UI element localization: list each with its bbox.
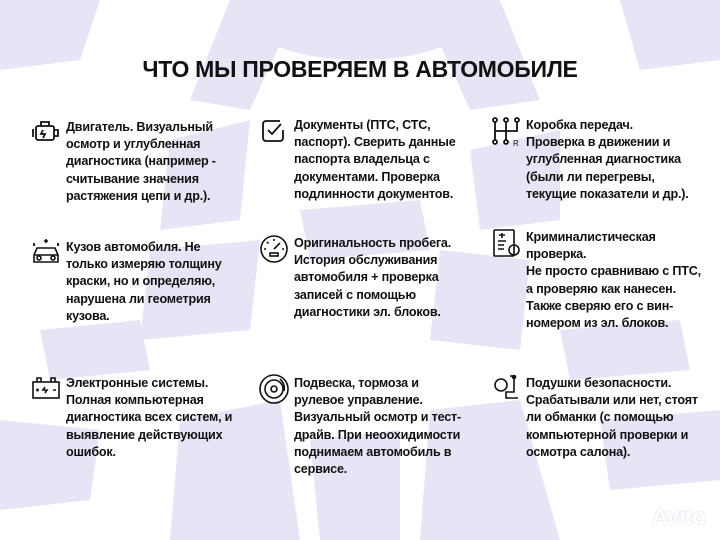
gearbox-icon: R	[492, 117, 520, 147]
item-text: Сверить данные паспорта владельца с доку…	[294, 135, 456, 201]
check-item-gearbox: R Коробка передач. Проверка в движении и…	[490, 117, 689, 203]
item-text: Полная компьютерная диагностика всех сис…	[66, 393, 233, 459]
check-item-mileage: Оригинальность пробега. История обслужив…	[258, 235, 451, 321]
item-title: Документы (ПТС, СТС, паспорт).	[294, 118, 431, 150]
speedometer-icon	[260, 235, 288, 263]
svg-text:R: R	[513, 139, 519, 147]
item-text: Проверка в движении и углубленная диагно…	[526, 135, 689, 201]
check-item-electronics: Электронные системы. Полная компьютерная…	[30, 375, 232, 461]
check-item-documents: Документы (ПТС, СТС, паспорт). Сверить д…	[258, 117, 456, 203]
item-title: Двигатель.	[66, 120, 134, 134]
avito-watermark: Avito	[651, 504, 706, 529]
item-text: История обслуживания автомобиля + провер…	[294, 253, 441, 319]
item-text: Не просто сравниваю с ПТС, а проверяю ка…	[526, 264, 701, 331]
forensic-document-icon	[493, 229, 520, 257]
brake-disc-icon	[259, 374, 289, 404]
item-text: Визуальный осмотр и тест- драйв. При нео…	[294, 410, 462, 477]
check-item-engine: Двигатель. Визуальный осмотр и углубленн…	[30, 119, 216, 205]
item-title: Криминалистическая проверка.	[526, 230, 656, 262]
item-text: Не только измеряю толщину краски, но и о…	[66, 240, 222, 323]
item-title: Подвеска, тормоза и рулевое управление.	[294, 376, 423, 408]
item-text: Визуальный осмотр и углубленная диагност…	[66, 120, 216, 203]
item-title: Кузов автомобиля.	[66, 240, 182, 254]
item-title: Подушки безопасности.	[526, 376, 672, 390]
engine-icon	[32, 121, 59, 141]
item-title: Оригинальность пробега.	[294, 236, 452, 250]
item-title: Коробка передач.	[526, 118, 633, 132]
item-title: Электронные системы.	[66, 376, 209, 390]
airbag-icon	[494, 374, 518, 399]
item-text: Срабатывали или нет, стоят ли обманки (с…	[526, 393, 698, 459]
check-item-body: Кузов автомобиля. Не только измеряю толщ…	[30, 239, 222, 325]
car-body-icon	[33, 239, 59, 263]
page-title: ЧТО МЫ ПРОВЕРЯЕМ В АВТОМОБИЛЕ	[142, 56, 578, 82]
check-item-airbags: Подушки безопасности. Срабатывали или не…	[490, 374, 698, 461]
check-item-suspension: Подвеска, тормоза и рулевое управление. …	[258, 374, 462, 478]
checkbox-icon	[262, 120, 284, 142]
battery-icon	[32, 377, 60, 399]
check-item-forensic: Криминалистическая проверка. Не просто с…	[490, 229, 701, 332]
